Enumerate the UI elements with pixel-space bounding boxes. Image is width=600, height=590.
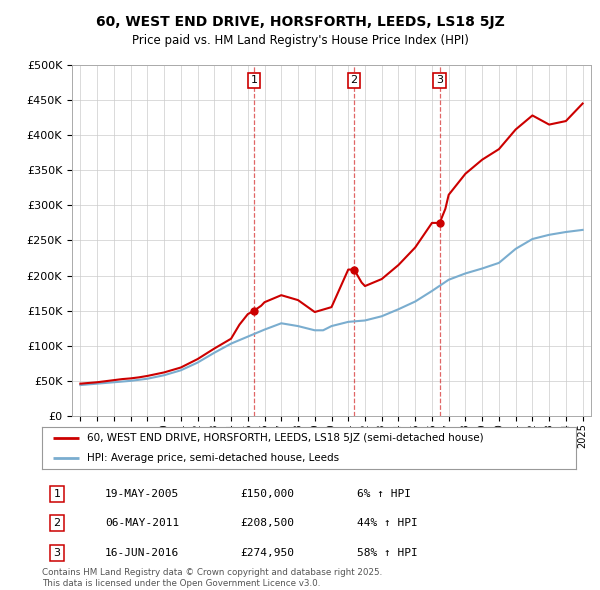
Text: 06-MAY-2011: 06-MAY-2011 (105, 519, 179, 528)
Text: 3: 3 (436, 76, 443, 86)
Text: £208,500: £208,500 (240, 519, 294, 528)
Text: 44% ↑ HPI: 44% ↑ HPI (357, 519, 418, 528)
Text: 1: 1 (251, 76, 257, 86)
Text: This data is licensed under the Open Government Licence v3.0.: This data is licensed under the Open Gov… (42, 579, 320, 588)
Text: 58% ↑ HPI: 58% ↑ HPI (357, 548, 418, 558)
Text: 60, WEST END DRIVE, HORSFORTH, LEEDS, LS18 5JZ: 60, WEST END DRIVE, HORSFORTH, LEEDS, LS… (95, 15, 505, 29)
Text: 2: 2 (350, 76, 358, 86)
Text: HPI: Average price, semi-detached house, Leeds: HPI: Average price, semi-detached house,… (88, 454, 340, 463)
Text: 2: 2 (53, 519, 61, 528)
Text: 19-MAY-2005: 19-MAY-2005 (105, 489, 179, 499)
Text: £274,950: £274,950 (240, 548, 294, 558)
Text: 6% ↑ HPI: 6% ↑ HPI (357, 489, 411, 499)
Text: £150,000: £150,000 (240, 489, 294, 499)
Text: 60, WEST END DRIVE, HORSFORTH, LEEDS, LS18 5JZ (semi-detached house): 60, WEST END DRIVE, HORSFORTH, LEEDS, LS… (88, 433, 484, 443)
Text: 3: 3 (53, 548, 61, 558)
Text: Contains HM Land Registry data © Crown copyright and database right 2025.: Contains HM Land Registry data © Crown c… (42, 568, 382, 577)
Text: Price paid vs. HM Land Registry's House Price Index (HPI): Price paid vs. HM Land Registry's House … (131, 34, 469, 47)
Text: 16-JUN-2016: 16-JUN-2016 (105, 548, 179, 558)
Text: 1: 1 (53, 489, 61, 499)
